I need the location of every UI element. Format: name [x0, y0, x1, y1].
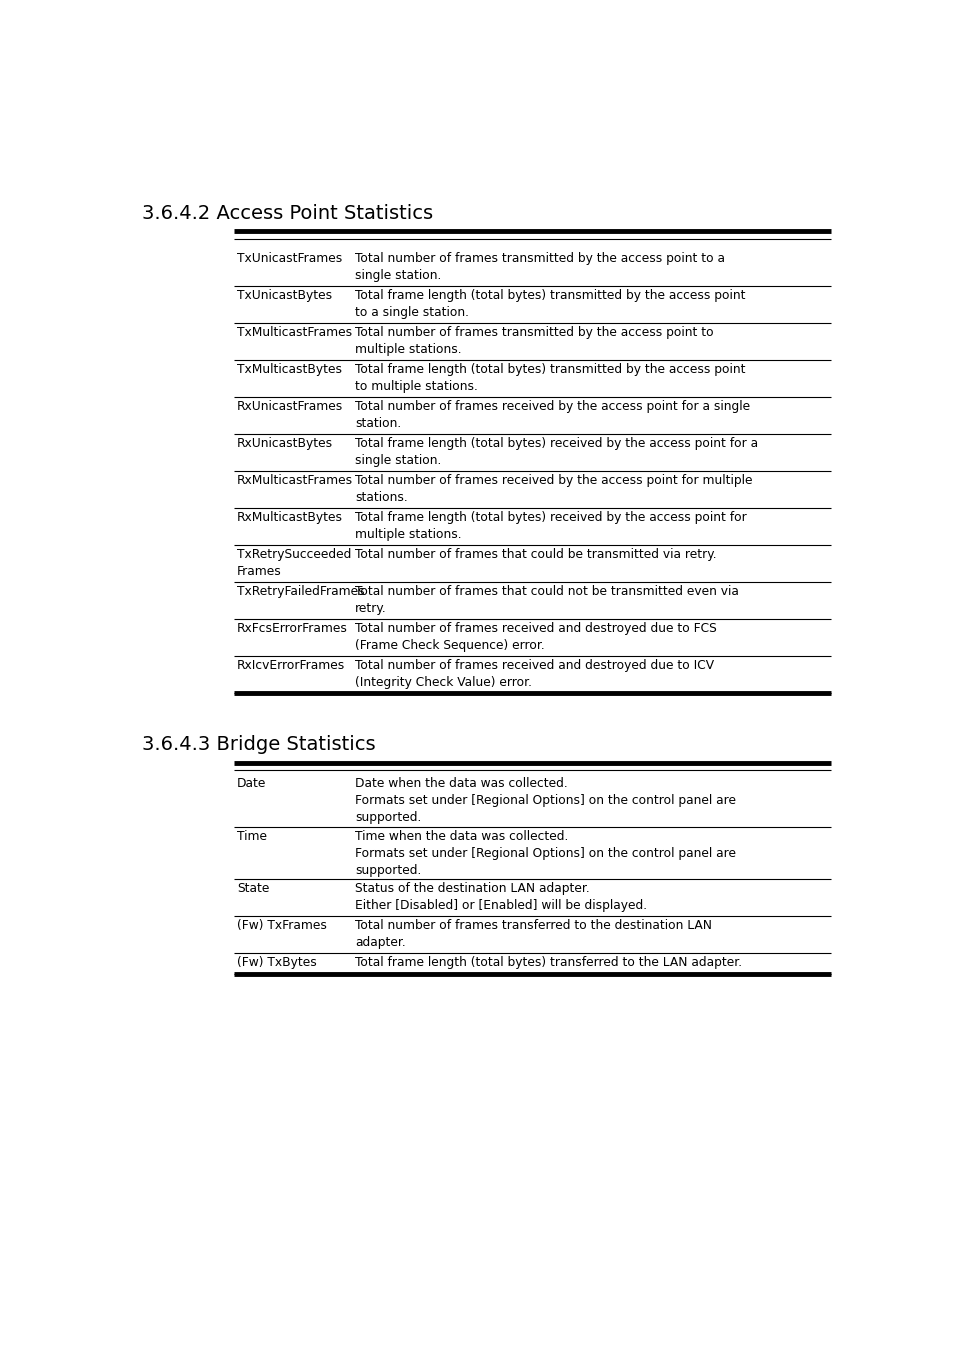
Text: Total number of frames received by the access point for multiple
stations.: Total number of frames received by the a… — [355, 474, 752, 504]
Text: TxMulticastBytes: TxMulticastBytes — [236, 363, 342, 376]
Text: TxUnicastBytes: TxUnicastBytes — [236, 289, 332, 303]
Text: TxRetryFailedFrames: TxRetryFailedFrames — [236, 585, 364, 598]
Text: Total frame length (total bytes) received by the access point for
multiple stati: Total frame length (total bytes) receive… — [355, 511, 746, 540]
Text: TxUnicastFrames: TxUnicastFrames — [236, 253, 342, 265]
Text: Total frame length (total bytes) transferred to the LAN adapter.: Total frame length (total bytes) transfe… — [355, 957, 741, 969]
Text: Time: Time — [236, 830, 267, 843]
Text: (Fw) TxBytes: (Fw) TxBytes — [236, 957, 316, 969]
Text: Total number of frames that could be transmitted via retry.: Total number of frames that could be tra… — [355, 549, 716, 561]
Text: Total frame length (total bytes) transmitted by the access point
to multiple sta: Total frame length (total bytes) transmi… — [355, 363, 744, 393]
Text: Status of the destination LAN adapter.
Either [Disabled] or [Enabled] will be di: Status of the destination LAN adapter. E… — [355, 882, 646, 912]
Text: Total frame length (total bytes) received by the access point for a
single stati: Total frame length (total bytes) receive… — [355, 436, 758, 467]
Text: Total frame length (total bytes) transmitted by the access point
to a single sta: Total frame length (total bytes) transmi… — [355, 289, 744, 319]
Text: Total number of frames received and destroyed due to FCS
(Frame Check Sequence) : Total number of frames received and dest… — [355, 621, 716, 651]
Text: Total number of frames that could not be transmitted even via
retry.: Total number of frames that could not be… — [355, 585, 738, 615]
Text: TxRetrySucceeded
Frames: TxRetrySucceeded Frames — [236, 549, 351, 578]
Text: 3.6.4.3 Bridge Statistics: 3.6.4.3 Bridge Statistics — [142, 735, 375, 754]
Text: Total number of frames received by the access point for a single
station.: Total number of frames received by the a… — [355, 400, 749, 430]
Text: RxMulticastFrames: RxMulticastFrames — [236, 474, 353, 486]
Text: RxFcsErrorFrames: RxFcsErrorFrames — [236, 621, 348, 635]
Text: State: State — [236, 882, 269, 896]
Text: Total number of frames received and destroyed due to ICV
(Integrity Check Value): Total number of frames received and dest… — [355, 659, 713, 689]
Text: Time when the data was collected.
Formats set under [Regional Options] on the co: Time when the data was collected. Format… — [355, 830, 735, 877]
Text: TxMulticastFrames: TxMulticastFrames — [236, 326, 352, 339]
Text: RxIcvErrorFrames: RxIcvErrorFrames — [236, 659, 345, 671]
Text: RxMulticastBytes: RxMulticastBytes — [236, 511, 343, 524]
Text: Total number of frames transmitted by the access point to a
single station.: Total number of frames transmitted by th… — [355, 253, 724, 282]
Text: Total number of frames transmitted by the access point to
multiple stations.: Total number of frames transmitted by th… — [355, 326, 713, 357]
Text: Date: Date — [236, 777, 266, 790]
Text: RxUnicastFrames: RxUnicastFrames — [236, 400, 343, 413]
Text: RxUnicastBytes: RxUnicastBytes — [236, 436, 333, 450]
Text: Date when the data was collected.
Formats set under [Regional Options] on the co: Date when the data was collected. Format… — [355, 777, 735, 824]
Text: (Fw) TxFrames: (Fw) TxFrames — [236, 919, 327, 932]
Text: 3.6.4.2 Access Point Statistics: 3.6.4.2 Access Point Statistics — [142, 204, 434, 223]
Text: Total number of frames transferred to the destination LAN
adapter.: Total number of frames transferred to th… — [355, 919, 711, 948]
